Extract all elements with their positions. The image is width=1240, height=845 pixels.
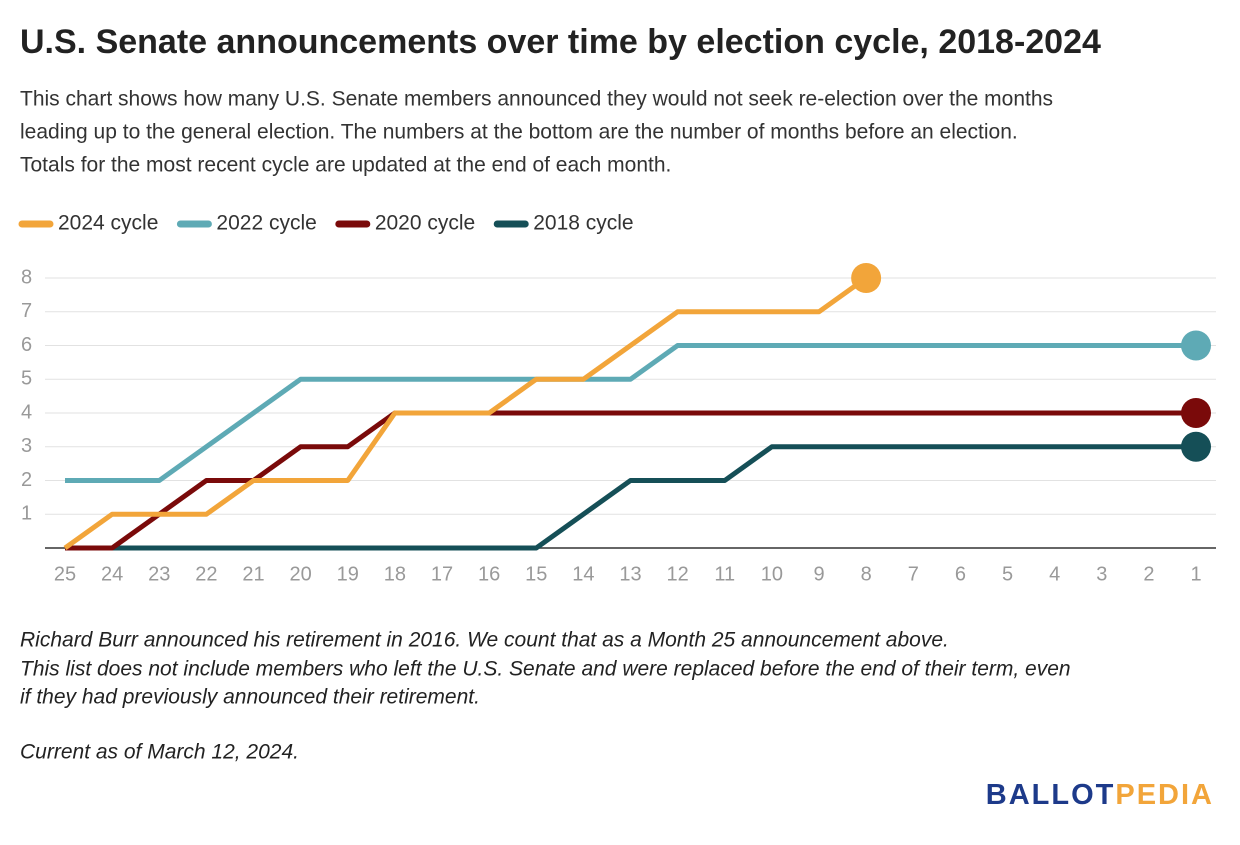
x-tick-label: 2 (1143, 563, 1154, 585)
x-tick-label: 22 (195, 563, 217, 585)
y-tick-label: 4 (21, 401, 32, 423)
subtitle: This chart shows how many U.S. Senate me… (20, 88, 1053, 111)
y-tick-label: 6 (21, 334, 32, 356)
x-tick-label: 8 (861, 563, 872, 585)
chart-title: U.S. Senate announcements over time by e… (20, 23, 1101, 61)
logo-part: PEDIA (1115, 779, 1214, 811)
x-tick-label: 11 (714, 563, 735, 585)
series-line (65, 343, 1196, 483)
x-tick-label: 16 (478, 563, 500, 585)
x-tick-label: 24 (101, 563, 123, 585)
x-tick-label: 12 (667, 563, 689, 585)
logo: BALLOTPEDIA (986, 779, 1214, 811)
x-tick-label: 7 (908, 563, 919, 585)
x-tick-label: 3 (1096, 563, 1107, 585)
series-line (63, 275, 868, 551)
y-tick-label: 2 (21, 469, 32, 491)
legend-label: 2018 cycle (533, 212, 633, 235)
x-tick-label: 21 (242, 563, 264, 585)
x-tick-label: 5 (1002, 563, 1013, 585)
legend-label: 2024 cycle (58, 212, 158, 235)
series-line (65, 444, 1196, 551)
y-tick-label: 8 (21, 266, 32, 288)
x-tick-label: 20 (290, 563, 312, 585)
note: Current as of March 12, 2024. (20, 741, 299, 764)
y-tick-label: 3 (21, 435, 32, 457)
x-tick-label: 19 (337, 563, 359, 585)
y-tick-label: 1 (21, 503, 32, 525)
y-tick-label: 5 (21, 368, 32, 390)
x-tick-label: 23 (148, 563, 170, 585)
note: if they had previously announced their r… (20, 686, 480, 709)
x-tick-label: 9 (813, 563, 824, 585)
x-tick-label: 14 (572, 563, 594, 585)
x-tick-label: 18 (384, 563, 406, 585)
note: This list does not include members who l… (20, 658, 1071, 681)
subtitle: leading up to the general election. The … (20, 121, 1018, 144)
x-tick-label: 25 (54, 563, 76, 585)
x-tick-label: 13 (619, 563, 641, 585)
end-dot (1181, 330, 1211, 361)
end-dot (1181, 398, 1211, 428)
note: Richard Burr announced his retirement in… (20, 629, 949, 652)
x-tick-label: 6 (955, 563, 966, 585)
legend-label: 2020 cycle (375, 212, 475, 235)
y-tick-label: 7 (21, 300, 32, 322)
x-tick-label: 1 (1190, 563, 1201, 585)
logo-part: BALLOT (986, 779, 1116, 811)
x-tick-label: 10 (761, 563, 783, 585)
x-tick-label: 4 (1049, 563, 1060, 585)
subtitle: Totals for the most recent cycle are upd… (20, 154, 671, 177)
legend-label: 2022 cycle (216, 212, 316, 235)
x-tick-label: 17 (431, 563, 453, 585)
end-dot (1181, 431, 1211, 462)
end-dot (851, 263, 882, 293)
x-tick-label: 15 (525, 563, 547, 585)
